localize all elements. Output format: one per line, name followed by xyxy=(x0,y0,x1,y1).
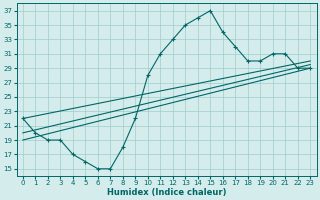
X-axis label: Humidex (Indice chaleur): Humidex (Indice chaleur) xyxy=(107,188,226,197)
